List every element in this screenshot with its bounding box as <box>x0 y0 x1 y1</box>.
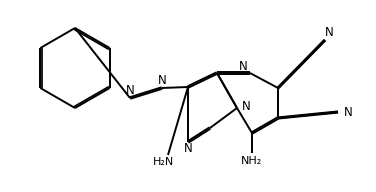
Text: NH₂: NH₂ <box>241 156 262 166</box>
Text: N: N <box>183 142 193 156</box>
Text: N: N <box>242 99 250 113</box>
Text: N: N <box>158 74 166 88</box>
Text: N: N <box>239 60 247 73</box>
Text: N: N <box>324 26 334 40</box>
Text: N: N <box>344 105 352 118</box>
Text: H₂N: H₂N <box>153 157 174 167</box>
Text: N: N <box>126 84 134 98</box>
